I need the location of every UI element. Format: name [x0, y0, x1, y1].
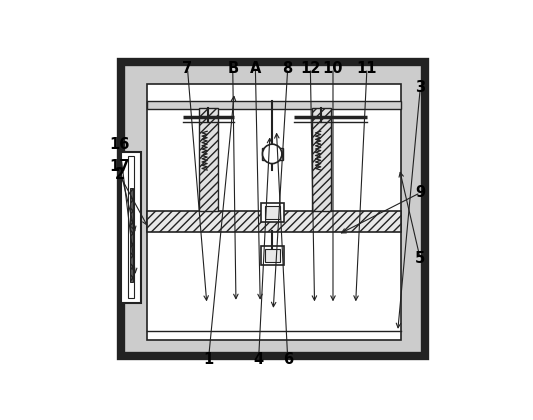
Text: 1: 1 [204, 352, 214, 367]
Text: 10: 10 [323, 60, 343, 76]
Text: 4: 4 [254, 352, 264, 367]
Bar [199, 108, 217, 211]
Bar [128, 155, 134, 298]
Text: 5: 5 [415, 252, 425, 267]
Bar [147, 84, 401, 340]
Bar [312, 108, 331, 211]
Text: 17: 17 [109, 159, 130, 174]
Text: 9: 9 [415, 185, 425, 200]
Text: 16: 16 [109, 136, 130, 152]
Text: A: A [249, 60, 261, 76]
Text: 12: 12 [300, 60, 320, 76]
Bar [261, 246, 284, 265]
Text: 11: 11 [357, 60, 377, 76]
Text: B: B [227, 60, 238, 76]
Text: 7: 7 [182, 60, 192, 76]
Bar [130, 188, 133, 282]
Bar [147, 211, 401, 231]
Circle shape [262, 144, 282, 163]
Text: 2: 2 [115, 168, 125, 182]
Bar [261, 203, 284, 223]
Bar [121, 152, 141, 303]
Bar [262, 148, 283, 160]
Text: 8: 8 [282, 60, 293, 76]
Bar [265, 249, 280, 262]
Bar [147, 102, 401, 109]
Bar [265, 206, 280, 219]
Text: 6: 6 [282, 352, 293, 367]
Text: 3: 3 [415, 80, 425, 95]
